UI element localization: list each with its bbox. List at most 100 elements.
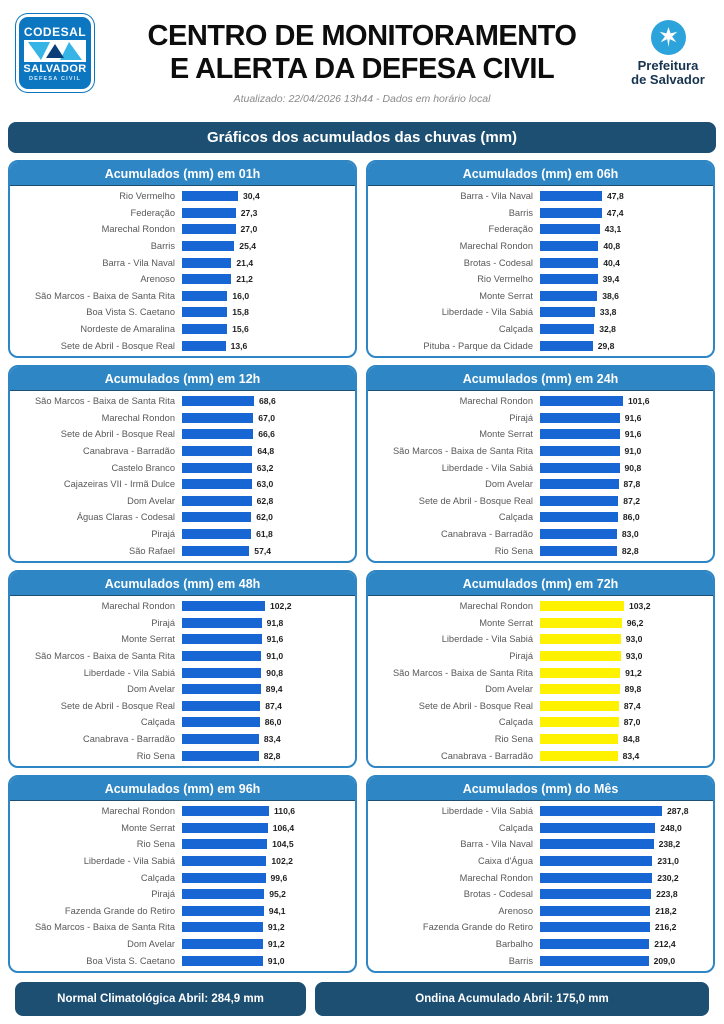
bar-track: 218,2 bbox=[540, 905, 709, 916]
bar-row: Calçada 248,0 bbox=[368, 820, 709, 837]
station-label: Barra - Vila Naval bbox=[460, 191, 533, 202]
chart-plot-area: Barra - Vila Naval 47,8 Barris 47,4 Federaçã… bbox=[368, 186, 713, 356]
bar-row: Nordeste de Amaralina 15,6 bbox=[10, 321, 351, 338]
bar bbox=[182, 512, 252, 523]
bar-track: 87,0 bbox=[540, 717, 709, 728]
value-label: 68,6 bbox=[259, 396, 276, 407]
bar-track: 83,4 bbox=[540, 750, 709, 761]
value-label: 40,8 bbox=[603, 241, 621, 252]
codesal-logo-name: CODESAL bbox=[23, 24, 87, 39]
bar-track: 86,0 bbox=[540, 512, 709, 523]
bar bbox=[182, 396, 254, 407]
bar-row: Dom Avelar 62,8 bbox=[10, 493, 351, 510]
chart-panel: Acumulados (mm) em 96h Marechal Rondon 110… bbox=[8, 775, 357, 973]
bar bbox=[182, 872, 266, 883]
bar-row: São Marcos - Baixa de Santa Rita 91,2 bbox=[10, 919, 351, 936]
bar-row: Barra - Vila Naval 238,2 bbox=[368, 836, 709, 853]
value-label: 93,0 bbox=[625, 651, 643, 662]
header: CENTRO DE MONITORAMENTO E ALERTA DA DEFE… bbox=[110, 20, 614, 105]
bar bbox=[540, 806, 662, 817]
bar-track: 38,6 bbox=[540, 290, 709, 301]
bar-track: 209,0 bbox=[540, 955, 709, 966]
prefeitura-logo-text: Prefeitura de Salvador bbox=[620, 58, 716, 87]
bar bbox=[540, 307, 595, 318]
bar bbox=[182, 856, 267, 867]
bar bbox=[182, 750, 259, 761]
bar-row: Barra - Vila Naval 47,8 bbox=[368, 188, 709, 205]
station-label: Brotas - Codesal bbox=[463, 257, 533, 268]
value-label: 248,0 bbox=[660, 822, 682, 833]
bar-row: Caixa d'Água 231,0 bbox=[368, 853, 709, 870]
value-label: 21,4 bbox=[236, 257, 254, 268]
chart-title: Acumulados (mm) em 01h bbox=[10, 162, 355, 186]
chart-plot-area: Marechal Rondon 103,2 Monte Serrat 96,2 Libe… bbox=[368, 596, 713, 766]
bar-row: Rio Sena 104,5 bbox=[10, 836, 351, 853]
bar-track: 47,8 bbox=[540, 191, 709, 202]
bar bbox=[182, 955, 263, 966]
station-label: Águas Claras - Codesal bbox=[76, 512, 175, 523]
bar bbox=[540, 479, 619, 490]
bar bbox=[182, 939, 263, 950]
bar-row: São Rafael 57,4 bbox=[10, 542, 351, 559]
bar bbox=[182, 922, 263, 933]
bar bbox=[182, 290, 228, 301]
bar-row: Rio Vermelho 39,4 bbox=[368, 271, 709, 288]
codesal-logo-subtitle: DEFESA CIVIL bbox=[28, 75, 82, 82]
station-label: Fazenda Grande do Retiro bbox=[64, 905, 175, 916]
bar-row: Barris 209,0 bbox=[368, 952, 709, 969]
station-label: São Rafael bbox=[129, 545, 175, 556]
bar-row: Arenoso 218,2 bbox=[368, 903, 709, 920]
bar-row: Calçada 99,6 bbox=[10, 869, 351, 886]
station-label: Federação bbox=[488, 224, 533, 235]
bar-row: Fazenda Grande do Retiro 94,1 bbox=[10, 903, 351, 920]
bar-track: 87,4 bbox=[182, 700, 351, 711]
value-label: 40,4 bbox=[603, 257, 620, 268]
station-label: Dom Avelar bbox=[127, 495, 175, 506]
value-label: 83,4 bbox=[622, 750, 640, 761]
bar-track: 15,6 bbox=[182, 324, 351, 335]
bar bbox=[182, 495, 252, 506]
bar bbox=[540, 700, 619, 711]
bar bbox=[182, 651, 262, 662]
bar-row: Canabrava - Barradão 64,8 bbox=[10, 443, 351, 460]
bar-track: 16,0 bbox=[182, 290, 351, 301]
value-label: 110,6 bbox=[274, 806, 296, 817]
ondina-acumulado-banner: Ondina Acumulado Abril: 175,0 mm bbox=[315, 982, 709, 1016]
station-label: Barra - Vila Naval bbox=[460, 839, 533, 850]
normal-climatologica-banner: Normal Climatológica Abril: 284,9 mm bbox=[15, 982, 306, 1016]
bar-row: Barris 47,4 bbox=[368, 205, 709, 222]
bar-row: Calçada 86,0 bbox=[368, 509, 709, 526]
station-label: Rio Sena bbox=[136, 750, 175, 761]
value-label: 102,2 bbox=[270, 601, 292, 612]
bar bbox=[540, 191, 602, 202]
bar-track: 29,8 bbox=[540, 340, 709, 351]
bar bbox=[182, 307, 228, 318]
value-label: 91,6 bbox=[266, 634, 284, 645]
bar bbox=[540, 290, 598, 301]
bar-row: Marechal Rondon 103,2 bbox=[368, 598, 709, 615]
bar-track: 91,0 bbox=[540, 446, 709, 457]
bar-track: 91,6 bbox=[540, 412, 709, 423]
chart-panel: Acumulados (mm) em 06h Barra - Vila Naval… bbox=[366, 160, 715, 358]
bar-row: Monte Serrat 96,2 bbox=[368, 615, 709, 632]
bar-track: 27,0 bbox=[182, 224, 351, 235]
bar-track: 223,8 bbox=[540, 889, 709, 900]
value-label: 231,0 bbox=[657, 856, 679, 867]
station-label: Dom Avelar bbox=[485, 479, 533, 490]
station-label: Calçada bbox=[140, 717, 175, 728]
value-label: 15,8 bbox=[232, 307, 249, 318]
bar bbox=[540, 324, 595, 335]
bar bbox=[182, 429, 254, 440]
page-title-line1: CENTRO DE MONITORAMENTO bbox=[147, 20, 577, 52]
chart-title: Acumulados (mm) em 72h bbox=[368, 572, 713, 596]
bar-track: 62,0 bbox=[182, 512, 351, 523]
bar-row: Marechal Rondon 40,8 bbox=[368, 238, 709, 255]
station-label: Canabrava - Barradão bbox=[83, 734, 175, 745]
value-label: 82,8 bbox=[263, 750, 281, 761]
value-label: 91,2 bbox=[267, 939, 285, 950]
bar-row: Liberdade - Vila Sabiá 90,8 bbox=[368, 459, 709, 476]
bar-row: Marechal Rondon 27,0 bbox=[10, 221, 351, 238]
station-label: Pirajá bbox=[151, 529, 175, 540]
footer: Normal Climatológica Abril: 284,9 mm Ond… bbox=[15, 982, 709, 1016]
bar-row: Liberdade - Vila Sabiá 33,8 bbox=[368, 304, 709, 321]
